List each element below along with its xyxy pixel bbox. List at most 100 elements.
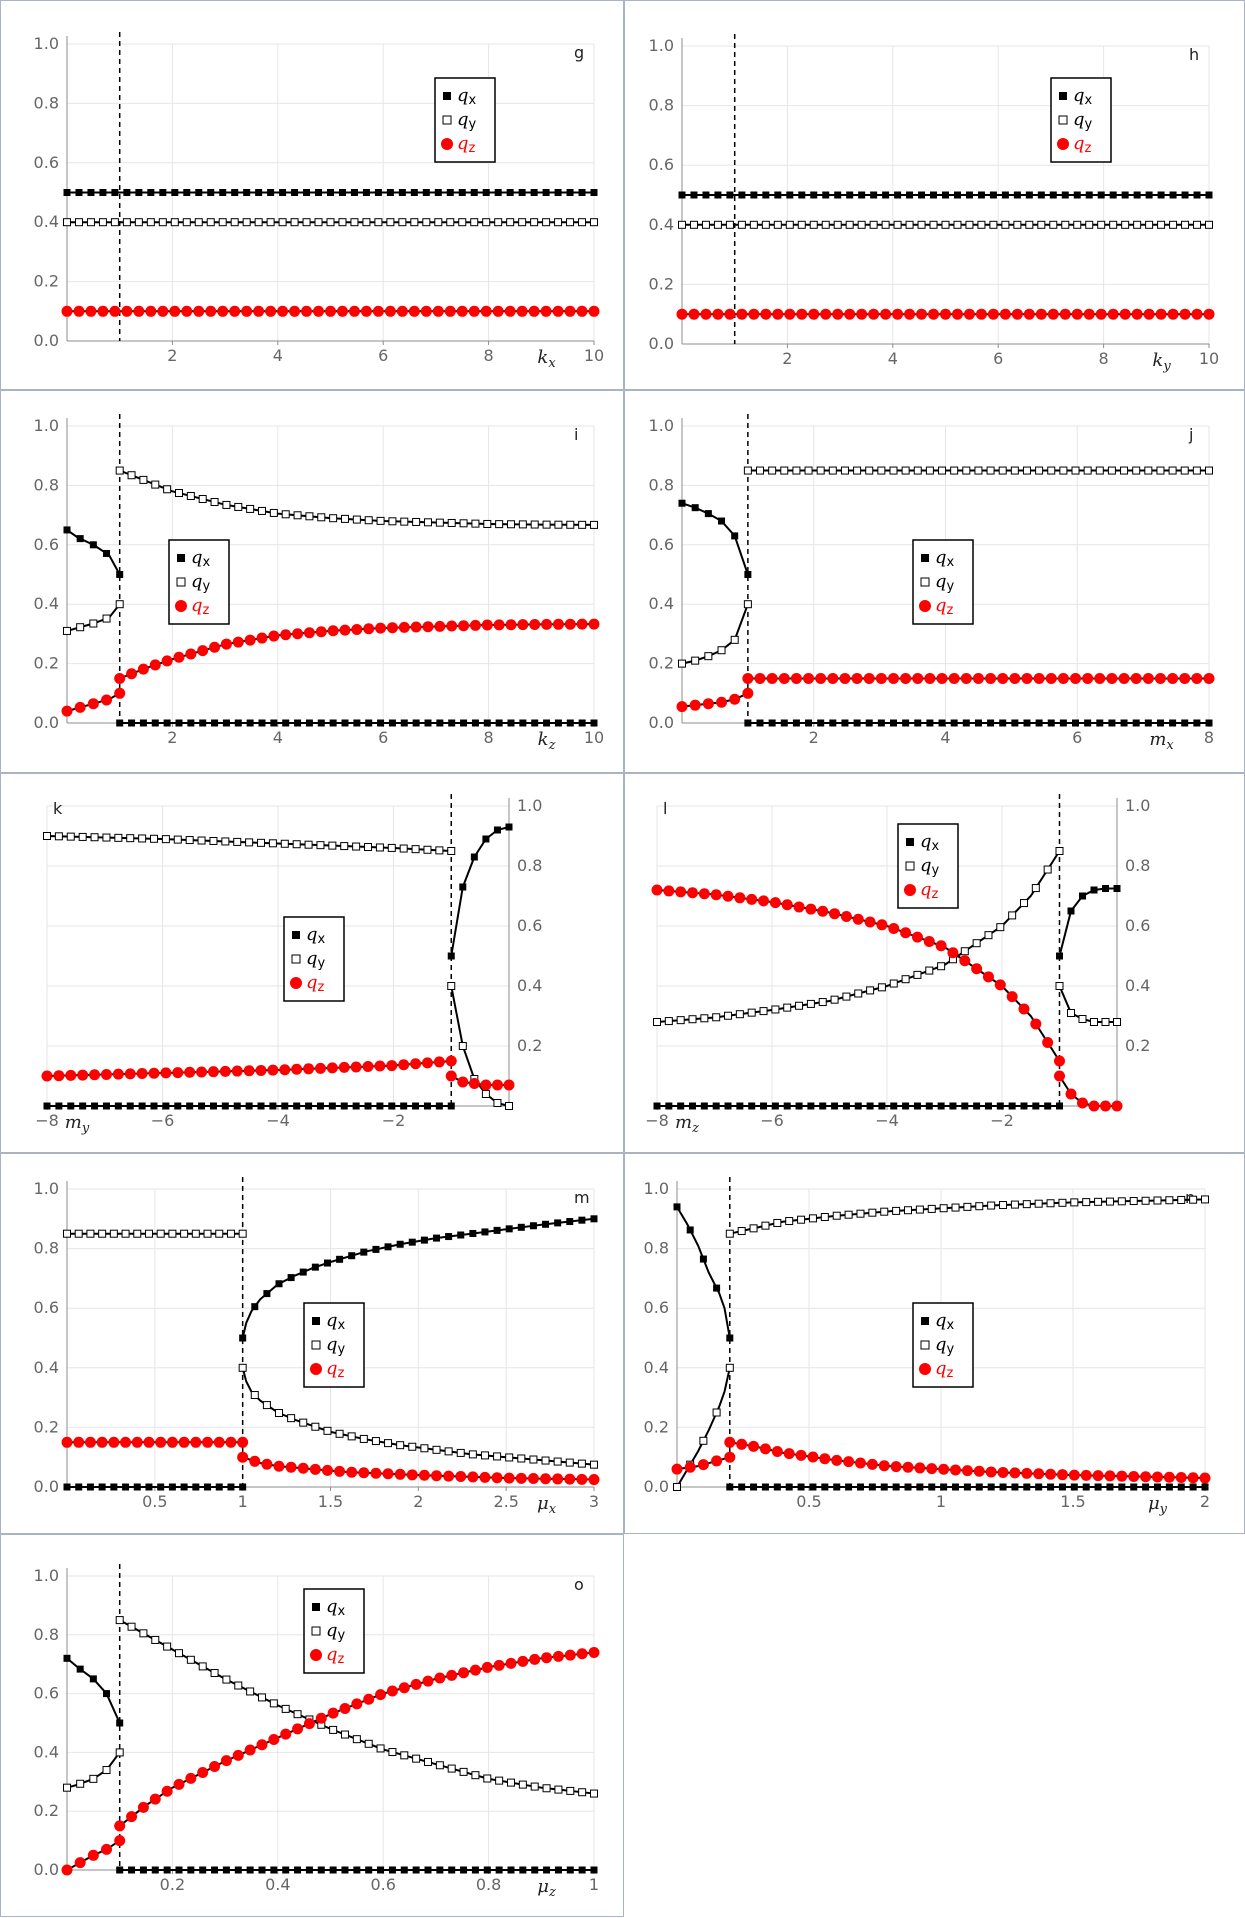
data-point xyxy=(651,884,663,896)
legend-label-subscript: y xyxy=(469,117,477,132)
data-point xyxy=(710,889,722,901)
data-point xyxy=(257,506,266,515)
data-point xyxy=(280,839,289,848)
x-axis-label-subscript: x xyxy=(548,356,556,371)
data-point xyxy=(266,218,275,227)
data-point xyxy=(234,1681,243,1690)
data-point xyxy=(773,1218,782,1227)
data-point xyxy=(1132,466,1141,475)
data-point xyxy=(377,719,385,727)
data-point xyxy=(566,1866,574,1874)
data-point xyxy=(762,191,770,199)
data-point xyxy=(326,1062,338,1074)
data-point xyxy=(1108,719,1116,727)
data-point xyxy=(483,1774,492,1783)
data-point xyxy=(114,1102,122,1110)
data-point xyxy=(736,1102,744,1110)
data-point xyxy=(376,1744,385,1753)
y-tick-label: 0.8 xyxy=(517,856,542,875)
data-point xyxy=(237,1436,249,1448)
data-point xyxy=(202,1436,214,1448)
data-point xyxy=(552,1650,564,1662)
data-point xyxy=(251,1303,259,1311)
legend-label: qx xyxy=(306,924,326,947)
data-point xyxy=(878,1460,890,1472)
data-point xyxy=(828,466,837,475)
y-tick-label: 0.2 xyxy=(649,274,674,293)
legend-label: qy xyxy=(326,1334,346,1357)
data-point xyxy=(820,308,832,320)
legend-label-subscript: z xyxy=(338,1652,345,1667)
data-point xyxy=(506,189,514,196)
data-point xyxy=(221,837,230,846)
data-point xyxy=(195,189,203,196)
data-point xyxy=(673,1483,681,1491)
data-point xyxy=(229,305,241,317)
data-point xyxy=(174,1102,182,1110)
chart-panel-o: 0.2 0.4 0.6 0.8 1 0.0 0.2 0.4 0.6 0.8 1.0 μz o qx qy qz xyxy=(0,1534,624,1917)
legend-label-symbol: q xyxy=(457,133,469,154)
data-point xyxy=(928,1483,936,1491)
data-point xyxy=(396,1240,404,1248)
data-point xyxy=(434,218,443,227)
data-point xyxy=(724,1451,736,1463)
series-qx xyxy=(678,191,1213,199)
x-axis-label-symbol: μ xyxy=(1148,1493,1160,1514)
data-point xyxy=(1167,308,1179,320)
data-point xyxy=(1006,991,1018,1003)
data-point xyxy=(1121,191,1129,199)
data-point xyxy=(314,218,323,227)
data-point xyxy=(783,1448,795,1460)
data-point xyxy=(1169,719,1177,727)
data-point xyxy=(305,512,314,521)
data-point xyxy=(517,1223,525,1231)
data-point xyxy=(162,1102,170,1110)
data-point xyxy=(517,1655,529,1667)
data-point xyxy=(854,1102,862,1110)
data-point xyxy=(1092,1470,1104,1482)
data-point xyxy=(351,623,363,635)
data-point xyxy=(158,218,167,227)
data-point xyxy=(360,305,372,317)
legend-label-symbol: q xyxy=(1073,109,1085,130)
data-point xyxy=(273,1460,285,1472)
data-point xyxy=(796,308,808,320)
data-point xyxy=(398,621,410,633)
data-point xyxy=(805,903,817,915)
legend-label-subscript: y xyxy=(947,579,955,594)
data-point xyxy=(255,1064,267,1076)
data-point xyxy=(384,1439,393,1448)
data-point xyxy=(1118,672,1130,684)
data-point xyxy=(950,466,959,475)
data-point xyxy=(977,220,986,229)
data-point xyxy=(771,1102,779,1110)
x-tick-label: 4 xyxy=(888,349,898,368)
data-point xyxy=(671,1463,683,1475)
data-point xyxy=(444,1447,453,1456)
legend-label-subscript: x xyxy=(203,555,211,570)
x-tick-label: 0.8 xyxy=(476,1875,501,1894)
legend-label: qz xyxy=(306,972,325,995)
y-tick-label: 0.4 xyxy=(34,1742,59,1761)
data-point xyxy=(1033,1468,1045,1480)
data-point xyxy=(483,719,491,727)
data-point xyxy=(1047,466,1056,475)
data-point xyxy=(169,305,181,317)
data-point xyxy=(1085,191,1093,199)
data-point xyxy=(470,189,478,196)
data-point xyxy=(1154,672,1166,684)
data-point xyxy=(399,844,408,853)
data-point xyxy=(89,1069,101,1081)
data-point xyxy=(91,1102,99,1110)
data-point xyxy=(422,1675,434,1687)
data-point xyxy=(541,1456,550,1465)
data-point xyxy=(975,308,987,320)
data-point xyxy=(294,1866,302,1874)
data-point xyxy=(364,516,373,525)
data-point xyxy=(761,1483,769,1491)
data-point xyxy=(858,191,866,199)
